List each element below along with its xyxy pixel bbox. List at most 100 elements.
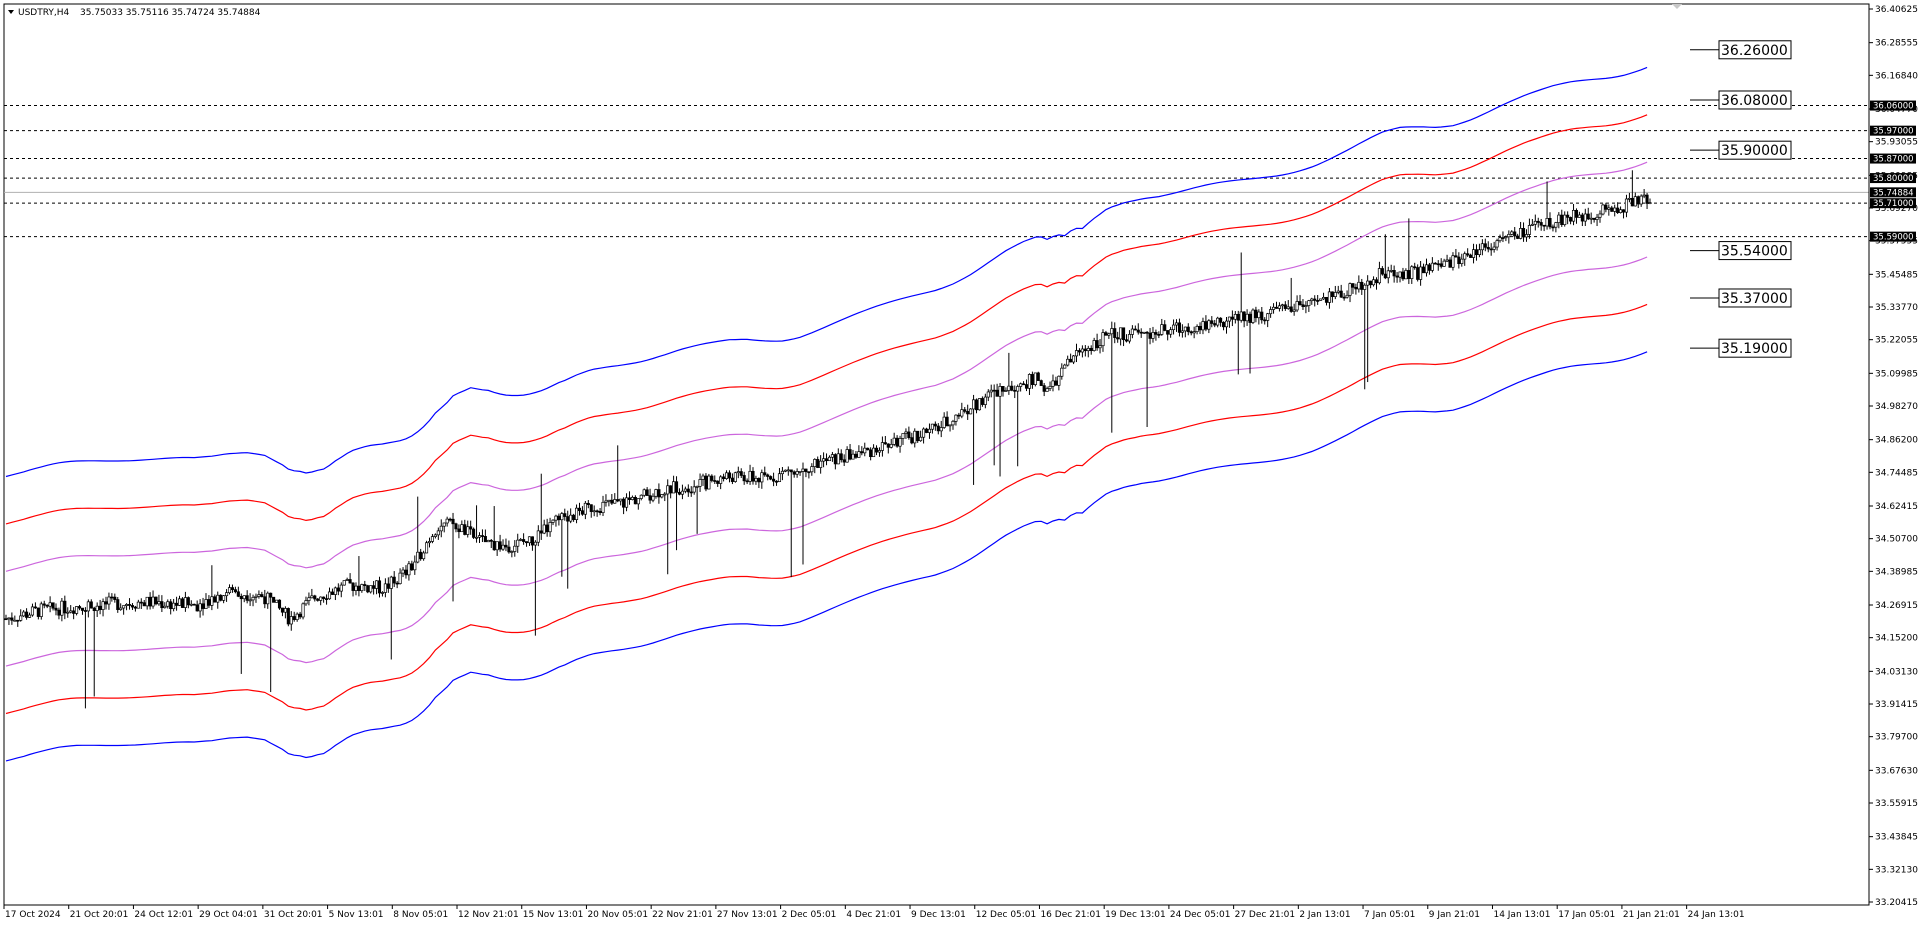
candle	[1010, 380, 1014, 392]
candle-body	[533, 541, 537, 546]
candle	[980, 396, 984, 407]
level-tag[interactable]	[1870, 125, 1916, 136]
candle-body	[692, 486, 696, 493]
candle	[1454, 248, 1458, 258]
candle-body	[319, 596, 323, 601]
candle-body	[727, 472, 732, 479]
candle-body	[1233, 313, 1237, 320]
candle	[677, 488, 682, 496]
candle-body	[819, 460, 823, 468]
candle	[1216, 316, 1220, 328]
band-label-box[interactable]	[1718, 338, 1792, 358]
candle-body	[1613, 207, 1617, 212]
candle	[1348, 282, 1352, 303]
band-label-box[interactable]	[1718, 90, 1792, 110]
candle	[1042, 382, 1046, 397]
candle-body	[616, 499, 620, 502]
candle	[1407, 218, 1411, 284]
candle-body	[833, 454, 837, 465]
level-tag[interactable]	[1870, 198, 1916, 209]
shift-marker-icon[interactable]	[1672, 4, 1682, 9]
candle-body	[951, 420, 955, 426]
candle	[651, 493, 655, 503]
candle	[25, 608, 29, 620]
band-label-box[interactable]	[1718, 288, 1792, 308]
level-tag[interactable]	[1870, 187, 1916, 198]
candle	[245, 590, 249, 604]
candle-body	[169, 601, 173, 610]
level-tag[interactable]	[1870, 153, 1916, 164]
candle	[1233, 311, 1237, 324]
candle-body	[227, 587, 232, 594]
candle-body	[263, 596, 267, 605]
level-tag[interactable]	[1870, 100, 1916, 111]
candle	[607, 499, 611, 507]
candle-body	[1263, 319, 1267, 322]
candle-body	[1245, 313, 1249, 322]
candle-body	[580, 510, 584, 515]
candle-body	[1395, 275, 1399, 278]
candle	[1354, 283, 1358, 295]
candle	[895, 435, 899, 448]
candle-body	[1633, 196, 1637, 207]
candle	[854, 451, 858, 459]
candle	[1166, 330, 1170, 341]
candle-body	[104, 601, 108, 605]
candle-body	[66, 611, 70, 614]
candle	[642, 488, 646, 498]
candle-body	[1495, 240, 1499, 248]
candle	[910, 432, 914, 445]
band-label-box[interactable]	[1718, 40, 1792, 60]
candle	[195, 600, 199, 612]
candle	[630, 495, 634, 501]
price-axis[interactable]: 36.4062536.2855536.1684036.0477035.93055…	[1868, 4, 1918, 908]
level-tag[interactable]	[1870, 231, 1916, 242]
candle-body	[1286, 306, 1290, 309]
candle	[1539, 218, 1543, 231]
candle	[751, 467, 755, 485]
candle-body	[589, 504, 593, 512]
candle	[292, 611, 296, 622]
candle	[1513, 227, 1517, 240]
level-tag-label: 35.97000	[1873, 127, 1914, 137]
candle	[13, 615, 17, 622]
band-label-box[interactable]	[1718, 241, 1792, 261]
candle-body	[83, 610, 87, 612]
candle	[745, 478, 749, 485]
band-label-box[interactable]	[1718, 140, 1792, 160]
candle	[251, 594, 255, 607]
candle	[595, 509, 599, 517]
candle	[998, 383, 1002, 477]
candle	[57, 607, 61, 620]
candle	[907, 426, 911, 440]
candle	[377, 576, 382, 598]
candle	[269, 592, 273, 693]
candle	[1324, 296, 1329, 306]
candle-body	[716, 480, 720, 484]
triangle-down-icon[interactable]	[8, 10, 14, 14]
candle-body	[133, 606, 137, 609]
candle-body	[139, 601, 143, 604]
candle	[413, 555, 417, 575]
candle	[1327, 288, 1331, 309]
candle-body	[1169, 329, 1173, 335]
candle-body	[989, 389, 993, 393]
candle-body	[904, 431, 908, 434]
time-axis[interactable]: 17 Oct 2024 21 Oct 20:01 24 Oct 12:01 29 Oc…	[3, 904, 1869, 920]
level-tag[interactable]	[1870, 173, 1916, 184]
candle	[201, 597, 205, 616]
candle	[1219, 317, 1223, 327]
candle-body	[945, 416, 949, 427]
candle-body	[254, 595, 258, 598]
candle-body	[119, 607, 123, 610]
price-tick-label: 34.03130	[1875, 667, 1918, 677]
candle	[548, 517, 552, 537]
price-tick-label: 35.22055	[1875, 336, 1918, 346]
candle-body	[874, 447, 879, 453]
candle-body	[1004, 390, 1008, 392]
candle-body	[1110, 328, 1114, 335]
candle	[1124, 334, 1129, 343]
candle	[457, 524, 461, 539]
